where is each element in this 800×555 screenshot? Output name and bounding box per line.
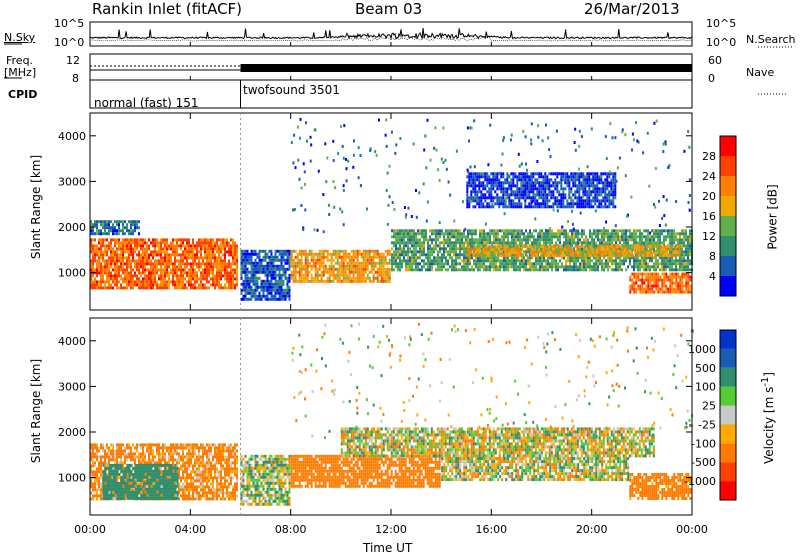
velocity-colorbar-tick-2: 100 — [695, 381, 716, 394]
velocity-colorbar-bin-4 — [720, 406, 736, 425]
velocity-colorbar-bin-5 — [720, 387, 736, 406]
power-colorbar-bin-0 — [720, 276, 736, 296]
power-colorbar-tick-3: 16 — [702, 210, 716, 223]
power-colorbar-tick-4: 20 — [702, 190, 716, 203]
velocity-colorbar-bin-3 — [720, 424, 736, 443]
nsky-series-line — [90, 28, 692, 40]
velocity-colorbar-tick-7: -1000 — [684, 475, 716, 488]
power-colorbar-tick-5: 24 — [702, 170, 716, 183]
power-colorbar-tick-6: 28 — [702, 150, 716, 163]
power-ytick-label-1: 2000 — [58, 221, 86, 234]
power-ytick-label-0: 1000 — [58, 267, 86, 280]
power-colorbar-bin-5 — [720, 176, 736, 196]
velocity-ytick-label-2: 3000 — [58, 380, 86, 393]
velocity-colorbar-bin-6 — [720, 368, 736, 387]
xtick-label-1: 04:00 — [174, 523, 206, 536]
velocity-colorbar-tick-5: -100 — [691, 437, 716, 450]
xtick-label-6: 00:00 — [676, 523, 708, 536]
power-colorbar-bin-7 — [720, 136, 736, 156]
xtick-label-3: 12:00 — [375, 523, 407, 536]
power-colorbar-tick-0: 4 — [709, 270, 716, 283]
velocity-colorbar-tick-4: -25 — [698, 418, 716, 431]
power-colorbar-bin-2 — [720, 236, 736, 256]
power-ytick-label-3: 4000 — [58, 130, 86, 143]
velocity-colorbar-bin-2 — [720, 443, 736, 462]
power-colorbar-tick-2: 12 — [702, 230, 716, 243]
xtick-label-0: 00:00 — [74, 523, 106, 536]
power-colorbar-bin-3 — [720, 216, 736, 236]
power-colorbar-bin-4 — [720, 196, 736, 216]
cpid-panel-frame — [90, 80, 692, 108]
power-colorbar-tick-1: 8 — [709, 250, 716, 263]
velocity-colorbar-bin-7 — [720, 349, 736, 368]
velocity-colorbar-tick-1: 500 — [695, 362, 716, 375]
power-band-3 — [291, 250, 391, 283]
velocity-ytick-label-3: 4000 — [58, 335, 86, 348]
velocity-ytick-label-1: 2000 — [58, 426, 86, 439]
velocity-colorbar-bin-1 — [720, 462, 736, 481]
velocity-ytick-label-0: 1000 — [58, 472, 86, 485]
power-colorbar-bin-6 — [720, 156, 736, 176]
xtick-label-2: 08:00 — [275, 523, 307, 536]
xtick-label-4: 16:00 — [475, 523, 507, 536]
velocity-colorbar-tick-0: 1000 — [688, 343, 716, 356]
velocity-colorbar-bin-8 — [720, 330, 736, 349]
xtick-label-5: 20:00 — [576, 523, 608, 536]
velocity-colorbar-tick-3: 25 — [702, 400, 716, 413]
power-ytick-label-2: 3000 — [58, 175, 86, 188]
velocity-colorbar-tick-6: -500 — [691, 456, 716, 469]
velocity-colorbar-bin-0 — [720, 481, 736, 500]
freq-series-band-2 — [241, 64, 693, 72]
power-colorbar-bin-1 — [720, 256, 736, 276]
